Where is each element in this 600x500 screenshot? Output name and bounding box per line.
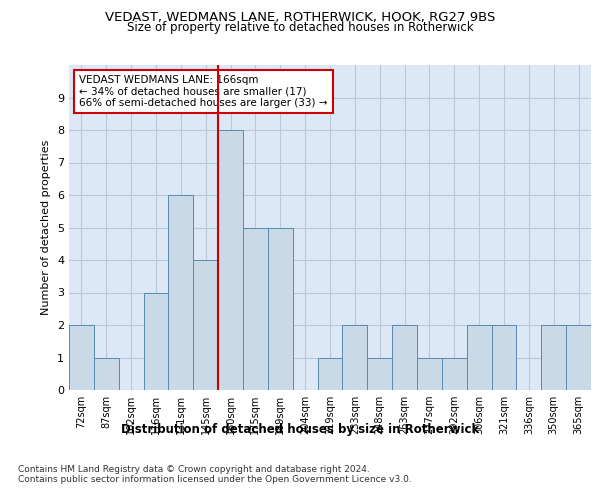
- Bar: [367, 358, 392, 390]
- Text: VEDAST, WEDMANS LANE, ROTHERWICK, HOOK, RG27 9BS: VEDAST, WEDMANS LANE, ROTHERWICK, HOOK, …: [105, 11, 495, 24]
- Text: VEDAST WEDMANS LANE: 166sqm
← 34% of detached houses are smaller (17)
66% of sem: VEDAST WEDMANS LANE: 166sqm ← 34% of det…: [79, 74, 328, 108]
- Bar: [94, 358, 119, 390]
- Bar: [491, 325, 517, 390]
- Bar: [541, 325, 566, 390]
- Bar: [218, 130, 243, 390]
- Bar: [243, 228, 268, 390]
- Text: Size of property relative to detached houses in Rotherwick: Size of property relative to detached ho…: [127, 21, 473, 34]
- Text: Contains HM Land Registry data © Crown copyright and database right 2024.: Contains HM Land Registry data © Crown c…: [18, 465, 370, 474]
- Bar: [169, 195, 193, 390]
- Bar: [442, 358, 467, 390]
- Bar: [392, 325, 417, 390]
- Bar: [343, 325, 367, 390]
- Bar: [143, 292, 169, 390]
- Text: Contains public sector information licensed under the Open Government Licence v3: Contains public sector information licen…: [18, 475, 412, 484]
- Bar: [69, 325, 94, 390]
- Bar: [417, 358, 442, 390]
- Bar: [193, 260, 218, 390]
- Bar: [467, 325, 491, 390]
- Bar: [317, 358, 343, 390]
- Text: Distribution of detached houses by size in Rotherwick: Distribution of detached houses by size …: [121, 422, 479, 436]
- Bar: [268, 228, 293, 390]
- Y-axis label: Number of detached properties: Number of detached properties: [41, 140, 52, 315]
- Bar: [566, 325, 591, 390]
